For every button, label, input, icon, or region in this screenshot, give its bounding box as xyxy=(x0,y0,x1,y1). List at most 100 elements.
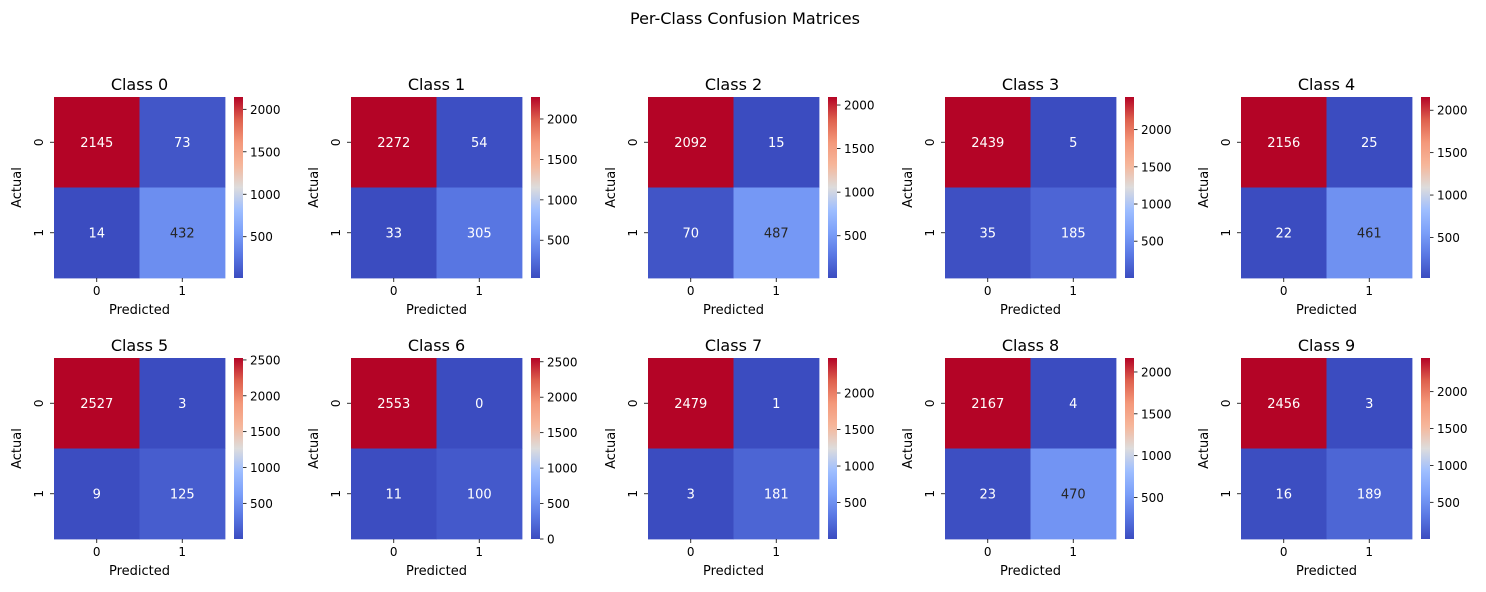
colorbar-tick-label: 1000 xyxy=(1141,198,1172,212)
cell-value-0-0: 2167 xyxy=(971,397,1004,412)
heatmap-panel-5: 2527 3 9 125 Class 5 0 1 Predicted 0 1 Actual 500 10… xyxy=(10,336,281,579)
cell-value-0-1: 4 xyxy=(1069,397,1077,412)
panel-title: Class 1 xyxy=(408,75,465,94)
cell-value-0-0: 2527 xyxy=(80,397,113,412)
panel-title: Class 4 xyxy=(1298,75,1355,94)
heatmap-cell-0-1 xyxy=(1030,358,1117,449)
colorbar-tick-label: 1500 xyxy=(1141,407,1172,421)
x-axis-label: Predicted xyxy=(703,303,764,318)
y-tick-label: 1 xyxy=(923,229,937,237)
heatmap-cell-0-1 xyxy=(733,358,820,449)
colorbar-tick-label: 2000 xyxy=(547,391,578,405)
colorbar-tick-label: 1000 xyxy=(1141,449,1172,463)
cell-value-1-0: 70 xyxy=(682,226,699,241)
heatmap-cell-0-1 xyxy=(139,97,226,188)
heatmap-cell-0-1 xyxy=(1326,358,1413,449)
cell-value-1-1: 100 xyxy=(467,487,492,502)
y-axis-label: Actual xyxy=(307,428,322,469)
colorbar-tick-label: 1000 xyxy=(547,462,578,476)
heatmap-cell-0-1 xyxy=(139,358,226,449)
heatmap-cell-0-0 xyxy=(54,358,140,449)
heatmap-panel-4: 2156 25 22 461 Class 4 0 1 Predicted 0 1 Actual 500… xyxy=(1197,75,1468,318)
y-tick-label: 0 xyxy=(626,399,640,407)
cell-value-1-0: 11 xyxy=(385,487,402,502)
x-axis-label: Predicted xyxy=(703,564,764,579)
figure-title: Per-Class Confusion Matrices xyxy=(630,9,860,28)
y-tick-label: 0 xyxy=(923,399,937,407)
cell-value-1-1: 461 xyxy=(1357,226,1382,241)
cell-value-1-1: 125 xyxy=(170,487,195,502)
cell-value-0-0: 2456 xyxy=(1267,397,1300,412)
y-axis-label: Actual xyxy=(1197,167,1212,208)
heatmap-cell-1-1 xyxy=(1326,448,1413,540)
heatmap-cell-0-1 xyxy=(733,97,820,188)
x-tick-label: 1 xyxy=(1069,545,1077,559)
heatmap-cell-1-0 xyxy=(1241,187,1327,279)
colorbar-tick-label: 1500 xyxy=(844,423,875,437)
cell-value-1-0: 22 xyxy=(1275,226,1292,241)
x-tick-label: 1 xyxy=(475,545,483,559)
y-tick-label: 1 xyxy=(329,229,343,237)
heatmap-panel-2: 2092 15 70 487 Class 2 0 1 Predicted 0 1 Actual 500… xyxy=(604,75,875,318)
x-axis-label: Predicted xyxy=(406,564,467,579)
heatmap-cell-1-1 xyxy=(733,448,820,540)
cell-value-1-0: 14 xyxy=(88,226,105,241)
x-axis-label: Predicted xyxy=(1000,564,1061,579)
heatmap-panel-8: 2167 4 23 470 Class 8 0 1 Predicted 0 1 Actual 500 1… xyxy=(901,336,1172,579)
panel-title: Class 8 xyxy=(1002,336,1059,355)
x-tick-label: 0 xyxy=(93,545,101,559)
colorbar-tick-label: 1500 xyxy=(547,153,578,167)
heatmap-cell-1-0 xyxy=(648,187,734,279)
y-tick-label: 0 xyxy=(1219,399,1233,407)
colorbar-tick-label: 1500 xyxy=(844,142,875,156)
x-tick-label: 1 xyxy=(772,284,780,298)
colorbar-tick-label: 1500 xyxy=(1141,160,1172,174)
cell-value-1-1: 185 xyxy=(1061,226,1086,241)
cell-value-0-1: 73 xyxy=(174,136,191,151)
heatmap-cell-0-1 xyxy=(1030,97,1117,188)
colorbar-tick-label: 1000 xyxy=(547,193,578,207)
colorbar-tick-label: 2000 xyxy=(844,386,875,400)
cell-value-1-0: 3 xyxy=(687,487,695,502)
panel-title: Class 0 xyxy=(111,75,168,94)
cell-value-0-0: 2145 xyxy=(80,136,113,151)
heatmap-cell-0-0 xyxy=(945,358,1031,449)
heatmap-cell-0-0 xyxy=(351,358,437,449)
heatmap-cell-0-0 xyxy=(54,97,140,188)
x-tick-label: 0 xyxy=(984,284,992,298)
heatmap-cell-1-1 xyxy=(436,187,523,279)
colorbar xyxy=(1125,358,1134,539)
y-tick-label: 0 xyxy=(329,399,343,407)
y-tick-label: 1 xyxy=(1219,490,1233,498)
heatmap-cell-1-0 xyxy=(648,448,734,540)
panel-title: Class 5 xyxy=(111,336,168,355)
heatmap-cell-1-0 xyxy=(54,187,140,279)
colorbar-tick-label: 500 xyxy=(1437,231,1460,245)
heatmap-cell-1-1 xyxy=(139,187,226,279)
heatmap-cell-1-0 xyxy=(351,448,437,540)
y-tick-label: 1 xyxy=(626,490,640,498)
x-tick-label: 1 xyxy=(1365,545,1373,559)
colorbar-tick-label: 500 xyxy=(844,229,867,243)
x-tick-label: 1 xyxy=(178,284,186,298)
colorbar-tick-label: 1500 xyxy=(547,426,578,440)
y-axis-label: Actual xyxy=(10,428,25,469)
colorbar-tick-label: 2000 xyxy=(547,112,578,126)
colorbar-tick-label: 500 xyxy=(250,230,273,244)
colorbar-tick-label: 2500 xyxy=(547,355,578,369)
colorbar xyxy=(531,358,540,539)
heatmap-cell-0-0 xyxy=(648,358,734,449)
colorbar-tick-label: 2000 xyxy=(250,103,281,117)
colorbar-tick-label: 1500 xyxy=(250,425,281,439)
panel-title: Class 3 xyxy=(1002,75,1059,94)
cell-value-1-1: 432 xyxy=(170,226,195,241)
colorbar xyxy=(1421,358,1430,539)
y-tick-label: 1 xyxy=(923,490,937,498)
cell-value-0-0: 2553 xyxy=(377,397,410,412)
cell-value-1-1: 189 xyxy=(1357,487,1382,502)
heatmap-cell-1-1 xyxy=(1030,448,1117,540)
colorbar-tick-label: 1000 xyxy=(250,188,281,202)
colorbar-tick-label: 2000 xyxy=(1437,104,1468,118)
y-tick-label: 0 xyxy=(923,138,937,146)
cell-value-1-0: 9 xyxy=(93,487,101,502)
